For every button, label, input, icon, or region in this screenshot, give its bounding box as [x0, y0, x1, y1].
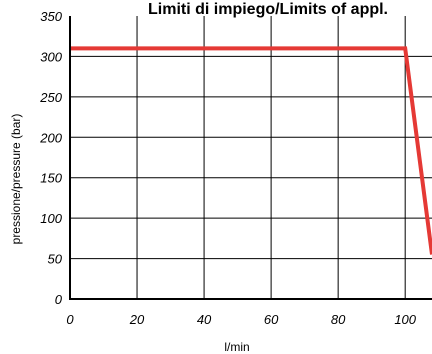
y-tick-label: 50 [48, 252, 63, 267]
x-tick-label: 40 [197, 312, 212, 327]
y-tick-label: 200 [39, 130, 62, 145]
grid [70, 16, 432, 299]
series-line [70, 46, 432, 255]
x-tick-label: 0 [66, 312, 74, 327]
y-tick-label: 300 [40, 49, 62, 64]
tick-labels: 0 20 40 60 80 100 0 50 100 150 200 250 300 350 [39, 9, 416, 327]
y-tick-label: 0 [55, 292, 63, 307]
y-axis-label: pressione/pressure (bar) [9, 114, 23, 245]
series-layer [70, 46, 432, 255]
chart-title: Limiti di impiego/Limits of appl. [148, 1, 388, 18]
y-tick-label: 150 [40, 171, 62, 186]
axes [69, 16, 432, 300]
y-tick-label: 250 [39, 90, 62, 105]
x-tick-label: 100 [394, 312, 416, 327]
x-tick-label: 20 [129, 312, 145, 327]
y-tick-label: 100 [40, 211, 62, 226]
x-axis-label: l/min [224, 340, 249, 354]
x-tick-label: 80 [331, 312, 346, 327]
x-tick-label: 60 [264, 312, 279, 327]
y-tick-label: 350 [40, 9, 62, 24]
